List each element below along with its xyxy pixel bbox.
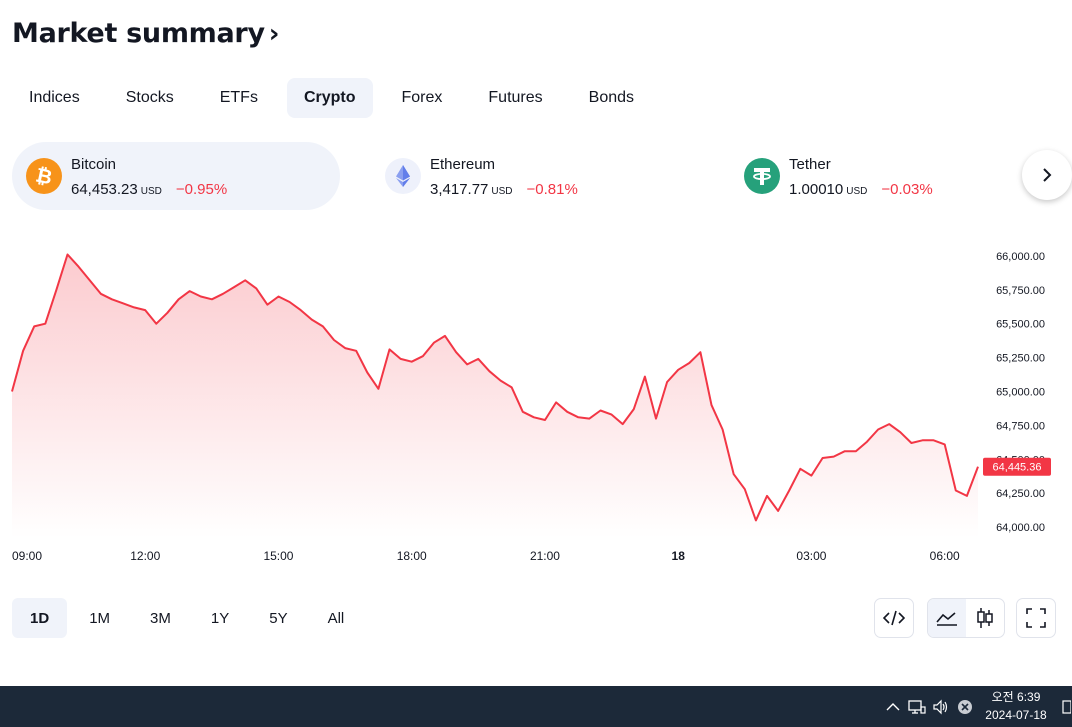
coin-name: Ethereum — [430, 155, 496, 173]
network-icon — [908, 699, 926, 714]
last-price-label: 64,445.36 — [993, 462, 1042, 474]
area-chart-icon — [936, 612, 957, 626]
chevron-up-icon — [886, 702, 900, 710]
coin-change: −0.95% — [175, 180, 228, 198]
range-1d[interactable]: 1D — [12, 598, 68, 638]
close-circle-icon — [958, 699, 972, 714]
range-selector: 1D 1M 3M 1Y 5Y All — [12, 598, 366, 638]
tether-icon — [744, 158, 780, 194]
notification-icon — [1062, 699, 1071, 714]
show-desktop-button[interactable] — [1060, 686, 1072, 727]
range-1m[interactable]: 1M — [89, 609, 111, 627]
candles-icon — [977, 608, 993, 628]
range-3m[interactable]: 3M — [150, 609, 171, 627]
y-tick-label: 65,000.00 — [996, 387, 1045, 399]
coin-carousel: ₿ Bitcoin 64,453.23 USD −0.95% Ethereum … — [12, 142, 1072, 210]
ethereum-icon — [385, 158, 421, 194]
fullscreen-button[interactable] — [1016, 598, 1056, 638]
clock-time: 오전 6:39 — [991, 690, 1041, 704]
x-tick-label: 18:00 — [397, 549, 427, 563]
y-tick-label: 64,250.00 — [996, 488, 1045, 500]
last-price-badge — [983, 457, 1051, 476]
coin-change: −0.03% — [881, 180, 933, 198]
y-tick-label: 65,250.00 — [996, 353, 1045, 365]
y-tick-label: 65,500.00 — [996, 319, 1045, 331]
volume-button[interactable] — [930, 686, 952, 727]
coin-change: −0.81% — [526, 180, 578, 198]
embed-button[interactable] — [874, 598, 914, 638]
coin-price: 3,417.77 — [430, 180, 489, 198]
x-tick-label: 15:00 — [263, 549, 293, 563]
coin-currency: USD — [140, 185, 162, 197]
system-clock[interactable]: 오전 6:39 2024-07-18 — [974, 688, 1058, 724]
tab-bonds[interactable]: Bonds — [588, 89, 635, 106]
network-button[interactable] — [906, 686, 928, 727]
tab-crypto[interactable]: Crypto — [286, 78, 373, 118]
coin-card-ethereum[interactable]: Ethereum 3,417.77 USD −0.81% — [371, 142, 699, 210]
area-chart-button[interactable] — [928, 599, 966, 637]
x-tick-label: 06:00 — [930, 549, 960, 563]
windows-taskbar: 오전 6:39 2024-07-18 — [0, 686, 1072, 727]
x-tick-label: 21:00 — [530, 549, 560, 563]
coin-card-bitcoin[interactable]: ₿ Bitcoin 64,453.23 USD −0.95% — [12, 142, 340, 210]
page-title: Market summary — [12, 18, 265, 49]
bitcoin-icon: ₿ — [26, 158, 62, 194]
tab-forex[interactable]: Forex — [401, 89, 443, 106]
range-all[interactable]: All — [327, 609, 345, 627]
notification-error-button[interactable] — [954, 686, 976, 727]
price-chart[interactable]: 66,000.00 65,750.00 65,500.00 65,250.00 65,0… — [0, 240, 1072, 580]
tab-futures[interactable]: Futures — [488, 89, 543, 106]
embed-code-icon — [883, 610, 905, 626]
y-tick-label: 66,000.00 — [996, 251, 1045, 263]
x-tick-label: 09:00 — [12, 549, 42, 563]
svg-text:₿: ₿ — [34, 163, 55, 190]
y-tick-label: 64,750.00 — [996, 420, 1045, 432]
market-tabs: Indices Stocks ETFs Crypto Forex Futures… — [12, 78, 663, 118]
coin-name: Bitcoin — [71, 155, 117, 173]
range-1y[interactable]: 1Y — [210, 609, 230, 627]
coin-name: Tether — [789, 155, 831, 173]
coin-price: 1.00010 — [789, 180, 844, 198]
chevron-right-icon: › — [268, 18, 280, 49]
x-tick-label: 18 — [672, 549, 686, 563]
price-area — [12, 254, 978, 538]
x-tick-label: 03:00 — [796, 549, 826, 563]
price-line — [11, 253, 979, 522]
x-tick-label: 12:00 — [130, 549, 160, 563]
coin-card-tether[interactable]: Tether 1.00010 USD −0.03% — [730, 142, 1058, 210]
candles-chart-button[interactable] — [966, 599, 1004, 637]
coin-currency: USD — [491, 185, 513, 197]
tab-indices[interactable]: Indices — [29, 89, 80, 106]
speaker-icon — [933, 699, 948, 714]
show-hidden-icons-button[interactable] — [882, 686, 904, 727]
tab-etfs[interactable]: ETFs — [219, 89, 258, 106]
coin-price: 64,453.23 — [71, 180, 138, 198]
carousel-next-button[interactable] — [1022, 150, 1072, 200]
fullscreen-icon — [1026, 608, 1046, 628]
clock-date: 2024-07-18 — [985, 708, 1047, 722]
market-summary-title[interactable]: Market summary › — [12, 18, 279, 49]
tab-stocks[interactable]: Stocks — [125, 89, 174, 106]
range-5y[interactable]: 5Y — [269, 609, 288, 627]
chevron-right-icon — [1043, 168, 1052, 182]
y-tick-label: 64,000.00 — [996, 522, 1045, 534]
coin-currency: USD — [846, 185, 868, 197]
chart-style-toggle — [927, 598, 1005, 638]
y-tick-label: 65,750.00 — [996, 285, 1045, 297]
